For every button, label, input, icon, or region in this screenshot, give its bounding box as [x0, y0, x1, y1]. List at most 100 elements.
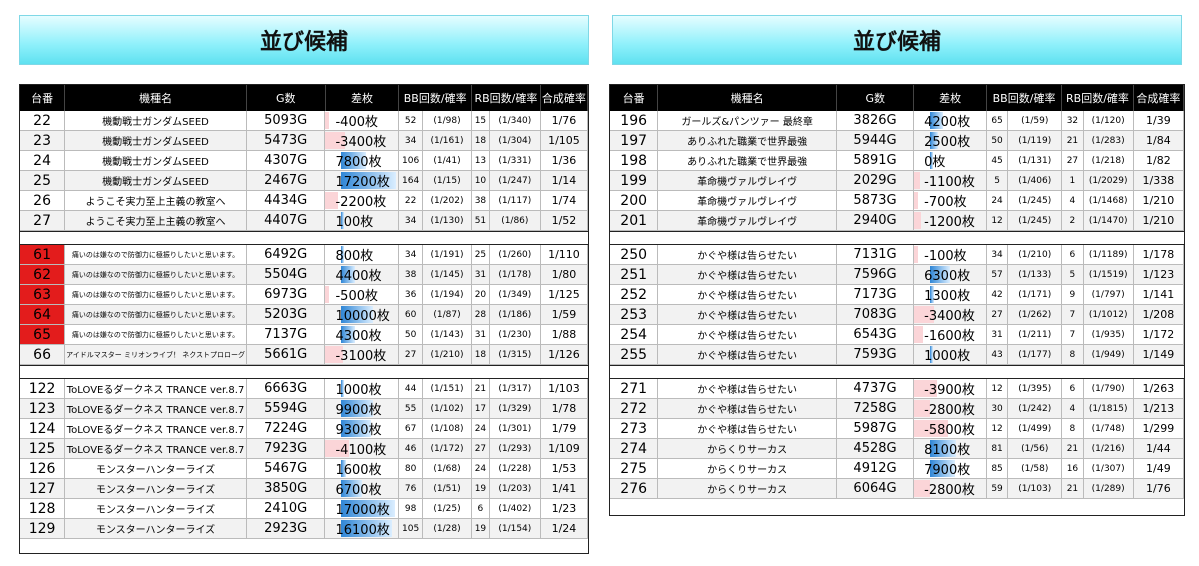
rb-probability: (1/331) — [490, 151, 541, 170]
coin-difference: -3400枚 — [325, 131, 400, 150]
rb-count: 25 — [472, 245, 490, 264]
coin-difference: 4400枚 — [325, 265, 400, 284]
machine-number: 62 — [20, 265, 66, 284]
bb-probability: (1/161) — [423, 131, 473, 150]
rb-count: 5 — [1062, 265, 1084, 284]
game-count: 5873G — [837, 191, 915, 210]
coin-difference: 1600枚 — [325, 459, 400, 478]
rb-count: 27 — [472, 439, 490, 458]
combined-probability: 1/76 — [1134, 479, 1184, 498]
table-body: 196 ガールズ&パンツァー 最終章 3826G 4200枚 65 (1/59) 32 (1/… — [610, 111, 1184, 499]
coin-difference: 4300枚 — [325, 325, 400, 344]
rb-probability: (1/86) — [490, 211, 541, 230]
difference-bar — [930, 440, 957, 457]
combined-probability: 1/84 — [1134, 131, 1184, 150]
rb-probability: (1/307) — [1084, 459, 1134, 478]
bb-count: 60 — [399, 305, 423, 324]
coin-difference-value: -2200枚 — [335, 195, 387, 210]
bb-probability: (1/41) — [423, 151, 473, 170]
bb-probability: (1/58) — [1008, 459, 1063, 478]
bb-count: 27 — [399, 345, 423, 364]
coin-difference: 4200枚 — [914, 111, 987, 130]
table-row: 273 かぐや様は告らせたい 5987G -5800枚 12 (1/499) 8 (1/748… — [610, 419, 1184, 439]
combined-probability: 1/39 — [1134, 111, 1184, 130]
bb-count: 34 — [399, 131, 423, 150]
header-rb: RB回数/確率 — [1062, 85, 1134, 111]
machine-name: ようこそ実力至上主義の教室へ — [65, 211, 247, 230]
rb-probability: (1/935) — [1084, 325, 1134, 344]
combined-probability: 1/74 — [541, 191, 589, 210]
bb-probability: (1/171) — [1008, 285, 1063, 304]
machine-name: ToLOVEるダークネス TRANCE ver.8.7 — [65, 439, 247, 458]
machine-number: 255 — [610, 345, 659, 364]
bb-count: 34 — [987, 245, 1009, 264]
bb-count: 42 — [987, 285, 1009, 304]
machine-name: からくりサーカス — [658, 439, 837, 458]
bb-count: 57 — [987, 265, 1009, 284]
coin-difference: 1300枚 — [914, 285, 987, 304]
combined-probability: 1/126 — [541, 345, 589, 364]
header-diff: 差枚 — [914, 85, 987, 111]
difference-bar — [914, 380, 938, 397]
rb-probability: (1/293) — [490, 439, 541, 458]
difference-bar — [914, 306, 935, 323]
rb-probability: (1/1815) — [1084, 399, 1134, 418]
difference-bar — [341, 380, 345, 397]
bb-count: 46 — [399, 439, 423, 458]
game-count: 7593G — [837, 345, 915, 364]
table-row: 251 かぐや様は告らせたい 7596G 6300枚 57 (1/133) 5 (1/1519… — [610, 265, 1184, 285]
game-count: 5203G — [247, 305, 326, 324]
rb-count: 6 — [1062, 379, 1084, 398]
difference-bar — [341, 500, 396, 517]
rb-count: 4 — [1062, 191, 1084, 210]
machine-number: 250 — [610, 245, 659, 264]
bb-probability: (1/108) — [423, 419, 473, 438]
coin-difference-value: 16100枚 — [335, 523, 390, 538]
bb-count: 34 — [399, 245, 423, 264]
combined-probability: 1/14 — [541, 171, 589, 190]
table-row: 200 革命機ヴァルヴレイヴ 5873G -700枚 24 (1/245) 4 (1/1468… — [610, 191, 1184, 211]
difference-bar — [341, 400, 374, 417]
machine-number: 276 — [610, 479, 659, 498]
bb-probability: (1/202) — [423, 191, 473, 210]
combined-probability: 1/213 — [1134, 399, 1184, 418]
machine-name: モンスターハンターライズ — [65, 519, 247, 538]
rb-count: 13 — [472, 151, 490, 170]
table-row: 255 かぐや様は告らせたい 7593G 1000枚 43 (1/177) 8 (1/949)… — [610, 345, 1184, 365]
combined-probability: 1/52 — [541, 211, 589, 230]
table-row: 122 ToLOVEるダークネス TRANCE ver.8.7 6663G 1000枚… — [20, 379, 589, 399]
combined-probability: 1/123 — [1134, 265, 1184, 284]
machine-name: 機動戦士ガンダムSEED — [65, 171, 247, 190]
coin-difference-value: 7800枚 — [335, 155, 382, 170]
coin-difference: -400枚 — [325, 111, 400, 130]
bb-probability: (1/151) — [423, 379, 473, 398]
table-row: 252 かぐや様は告らせたい 7173G 1300枚 42 (1/171) 9 (1/797)… — [610, 285, 1184, 305]
difference-bar — [341, 246, 345, 263]
coin-difference-value: -1200枚 — [924, 215, 975, 230]
coin-difference-value: 2500枚 — [924, 135, 971, 150]
combined-probability: 1/299 — [1134, 419, 1184, 438]
bb-probability: (1/51) — [423, 479, 473, 498]
table-row: 61 痛いのは嫌なので防御力に極振りしたいと思います。 6492G 800枚 34 (1/… — [20, 245, 589, 265]
rb-count: 6 — [1062, 245, 1084, 264]
machine-name: かぐや様は告らせたい — [658, 419, 837, 438]
table-row: 124 ToLOVEるダークネス TRANCE ver.8.7 7224G 9300枚… — [20, 419, 589, 439]
bb-probability: (1/194) — [423, 285, 473, 304]
machine-number: 198 — [610, 151, 659, 170]
rb-probability: (1/283) — [1084, 131, 1134, 150]
rb-count: 18 — [472, 345, 490, 364]
rb-count: 51 — [472, 211, 490, 230]
machine-number: 64 — [20, 305, 66, 324]
coin-difference-value: 1300枚 — [924, 289, 971, 304]
difference-bar — [341, 460, 347, 477]
coin-difference-value: -400枚 — [335, 115, 378, 130]
title-banner-left: 並び候補 — [19, 15, 589, 65]
machine-number: 24 — [20, 151, 66, 170]
bb-count: 65 — [987, 111, 1009, 130]
coin-difference-value: 1000枚 — [335, 383, 382, 398]
table-row: 22 機動戦士ガンダムSEED 5093G -400枚 52 (1/98) 15 (1/340… — [20, 111, 589, 131]
bb-count: 106 — [399, 151, 423, 170]
machine-number: 196 — [610, 111, 659, 130]
bb-count: 27 — [987, 305, 1009, 324]
difference-bar — [341, 420, 372, 437]
